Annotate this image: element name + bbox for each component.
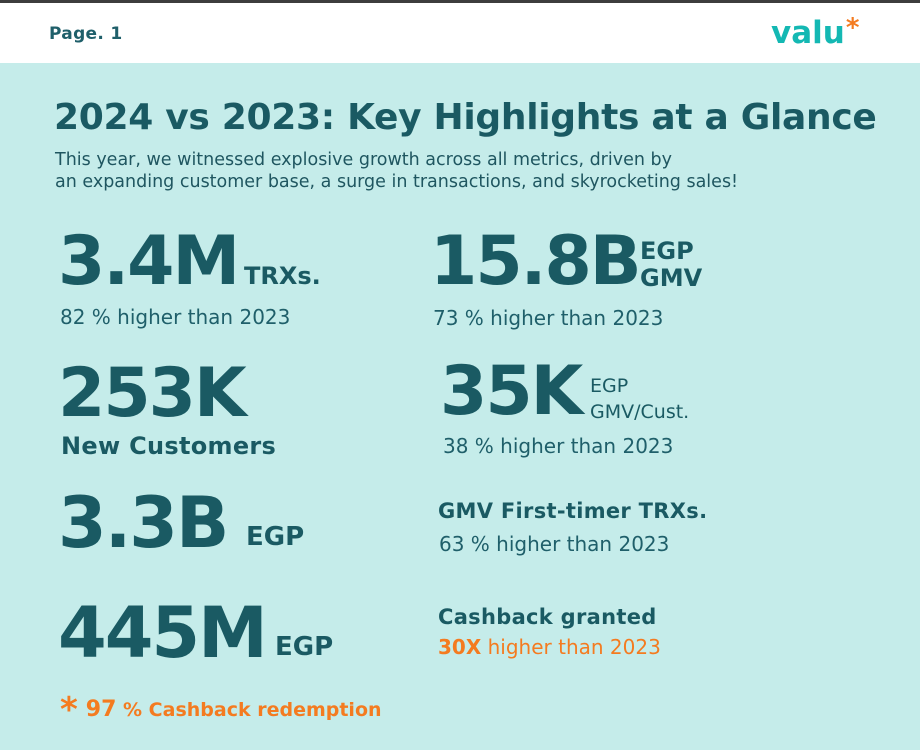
- gmv-per-customer-value: 35K: [440, 352, 583, 431]
- gmv-per-customer-unit: EGP GMV/Cust.: [590, 373, 689, 425]
- highlights-panel: [0, 63, 920, 750]
- page-subtitle: This year, we witnessed explosive growth…: [55, 149, 775, 193]
- trx-comparison: 82 % higher than 2023: [60, 305, 291, 329]
- trx-unit: TRXs.: [244, 262, 321, 290]
- top-border: [0, 0, 920, 3]
- page-header: Page. 1 valu*: [0, 3, 920, 63]
- logo-star-icon: *: [845, 13, 860, 43]
- valu-logo: valu*: [771, 13, 860, 51]
- customers-value: 253K: [58, 354, 247, 433]
- logo-wordmark: valu: [771, 15, 845, 51]
- gmv-per-customer-label: GMV/Cust.: [590, 401, 690, 423]
- first-timer-unit: EGP: [246, 522, 305, 552]
- gmv-value: 15.8B: [430, 222, 642, 301]
- cashback-unit: EGP: [275, 632, 334, 662]
- first-timer-value: 3.3B: [58, 482, 229, 564]
- gmv-comparison: 73 % higher than 2023: [433, 306, 664, 330]
- customers-label: New Customers: [61, 432, 277, 460]
- first-timer-label: GMV First-timer TRXs.: [438, 499, 708, 523]
- cashback-multiplier: 30X: [438, 635, 482, 659]
- cashback-redemption: * 97 % Cashback redemption: [60, 690, 382, 730]
- asterisk-icon: *: [60, 690, 78, 730]
- redemption-text: % Cashback redemption: [116, 699, 382, 721]
- cashback-label: Cashback granted: [438, 605, 657, 629]
- gmv-per-customer-currency: EGP: [590, 375, 629, 397]
- gmv-unit-currency: EGP: [640, 237, 694, 265]
- gmv-unit: EGP GMV: [640, 238, 702, 292]
- first-timer-comparison: 63 % higher than 2023: [439, 532, 670, 556]
- page-title: 2024 vs 2023: Key Highlights at a Glance: [54, 97, 877, 138]
- redemption-percent: 97: [85, 697, 117, 722]
- subtitle-line-1: This year, we witnessed explosive growth…: [55, 150, 672, 170]
- gmv-per-customer-comparison: 38 % higher than 2023: [443, 434, 674, 458]
- cashback-comparison-text: higher than 2023: [481, 635, 661, 659]
- cashback-comparison: 30X higher than 2023: [438, 635, 661, 659]
- gmv-unit-label: GMV: [640, 264, 703, 292]
- cashback-value: 445M: [58, 592, 268, 674]
- page-number: Page. 1: [49, 24, 123, 44]
- subtitle-line-2: an expanding customer base, a surge in t…: [55, 172, 739, 192]
- trx-value: 3.4M: [58, 222, 240, 301]
